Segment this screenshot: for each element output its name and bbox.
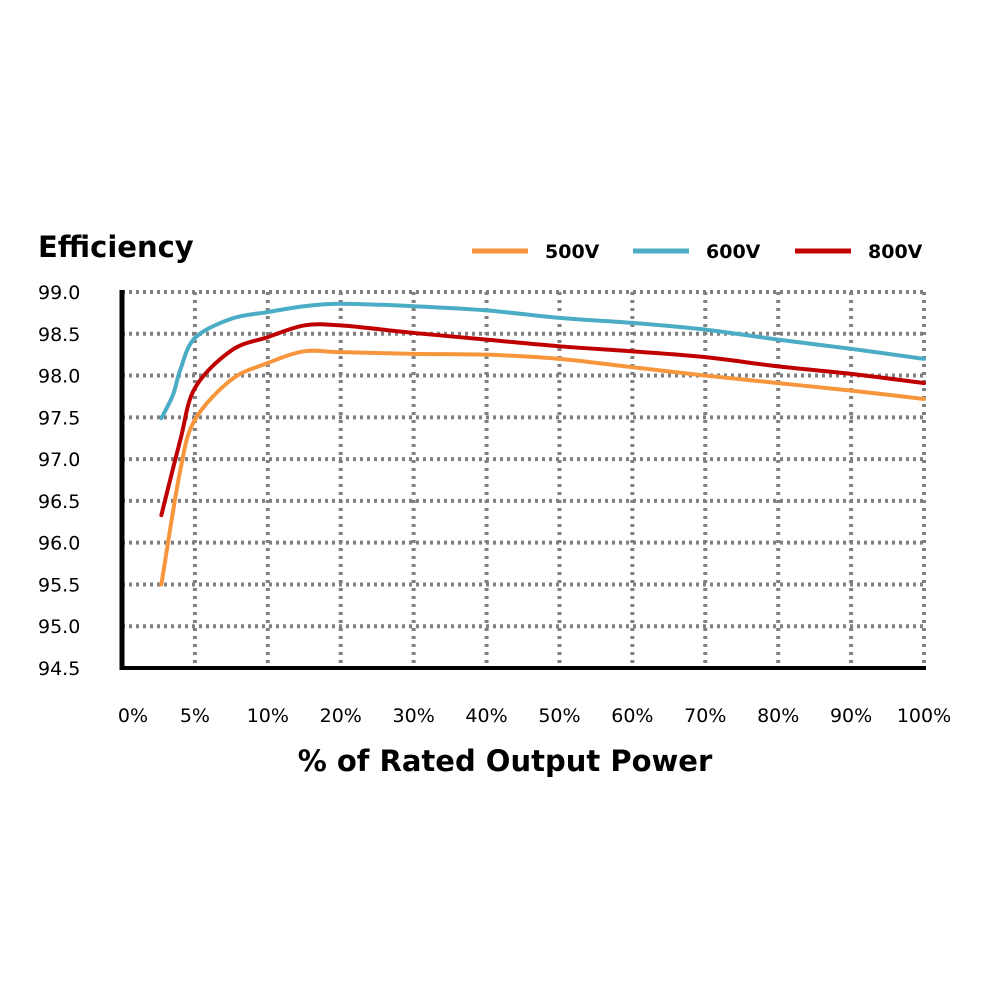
legend: 500V 600V 800V xyxy=(472,241,923,263)
x-tick-label: 5% xyxy=(180,705,210,727)
x-tick-label: 0% xyxy=(118,705,148,727)
y-tick-label: 94.5 xyxy=(38,658,80,680)
y-tick-label: 98.0 xyxy=(38,366,80,388)
grid xyxy=(122,290,926,670)
x-tick-label: 90% xyxy=(830,705,872,727)
legend-label: 600V xyxy=(706,241,761,263)
y-tick-label: 96.5 xyxy=(38,491,80,513)
y-tick-label: 95.5 xyxy=(38,574,80,596)
x-tick-label: 30% xyxy=(393,705,435,727)
x-tick-label: 100% xyxy=(897,705,951,727)
x-tick-label: 50% xyxy=(538,705,580,727)
series-line-600V xyxy=(159,301,926,421)
x-tick-label: 10% xyxy=(247,705,289,727)
x-tick-labels: 0% 5% 10% 20% 30% 40% 50% 60% 70% 80% 90% 100% xyxy=(118,705,951,727)
x-tick-label: 70% xyxy=(684,705,726,727)
series-line-500V xyxy=(159,348,926,587)
x-axis-label: % of Rated Output Power xyxy=(298,744,713,778)
y-tick-label: 95.0 xyxy=(38,616,80,638)
x-tick-label: 80% xyxy=(757,705,799,727)
x-tick-label: 40% xyxy=(465,705,507,727)
chart-title: Efficiency xyxy=(38,230,194,264)
y-tick-label: 97.5 xyxy=(38,407,80,429)
x-tick-label: 20% xyxy=(320,705,362,727)
y-tick-labels: 99.0 98.5 98.0 97.5 97.0 96.5 96.0 95.5 95.0 94.5 xyxy=(38,282,80,680)
y-tick-label: 98.5 xyxy=(38,324,80,346)
series-line-800V xyxy=(159,322,926,518)
x-tick-label: 60% xyxy=(611,705,653,727)
y-tick-label: 97.0 xyxy=(38,449,80,471)
legend-label: 800V xyxy=(868,241,923,263)
legend-label: 500V xyxy=(545,241,600,263)
y-tick-label: 96.0 xyxy=(38,533,80,555)
y-tick-label: 99.0 xyxy=(38,282,80,304)
series-lines xyxy=(159,301,926,587)
